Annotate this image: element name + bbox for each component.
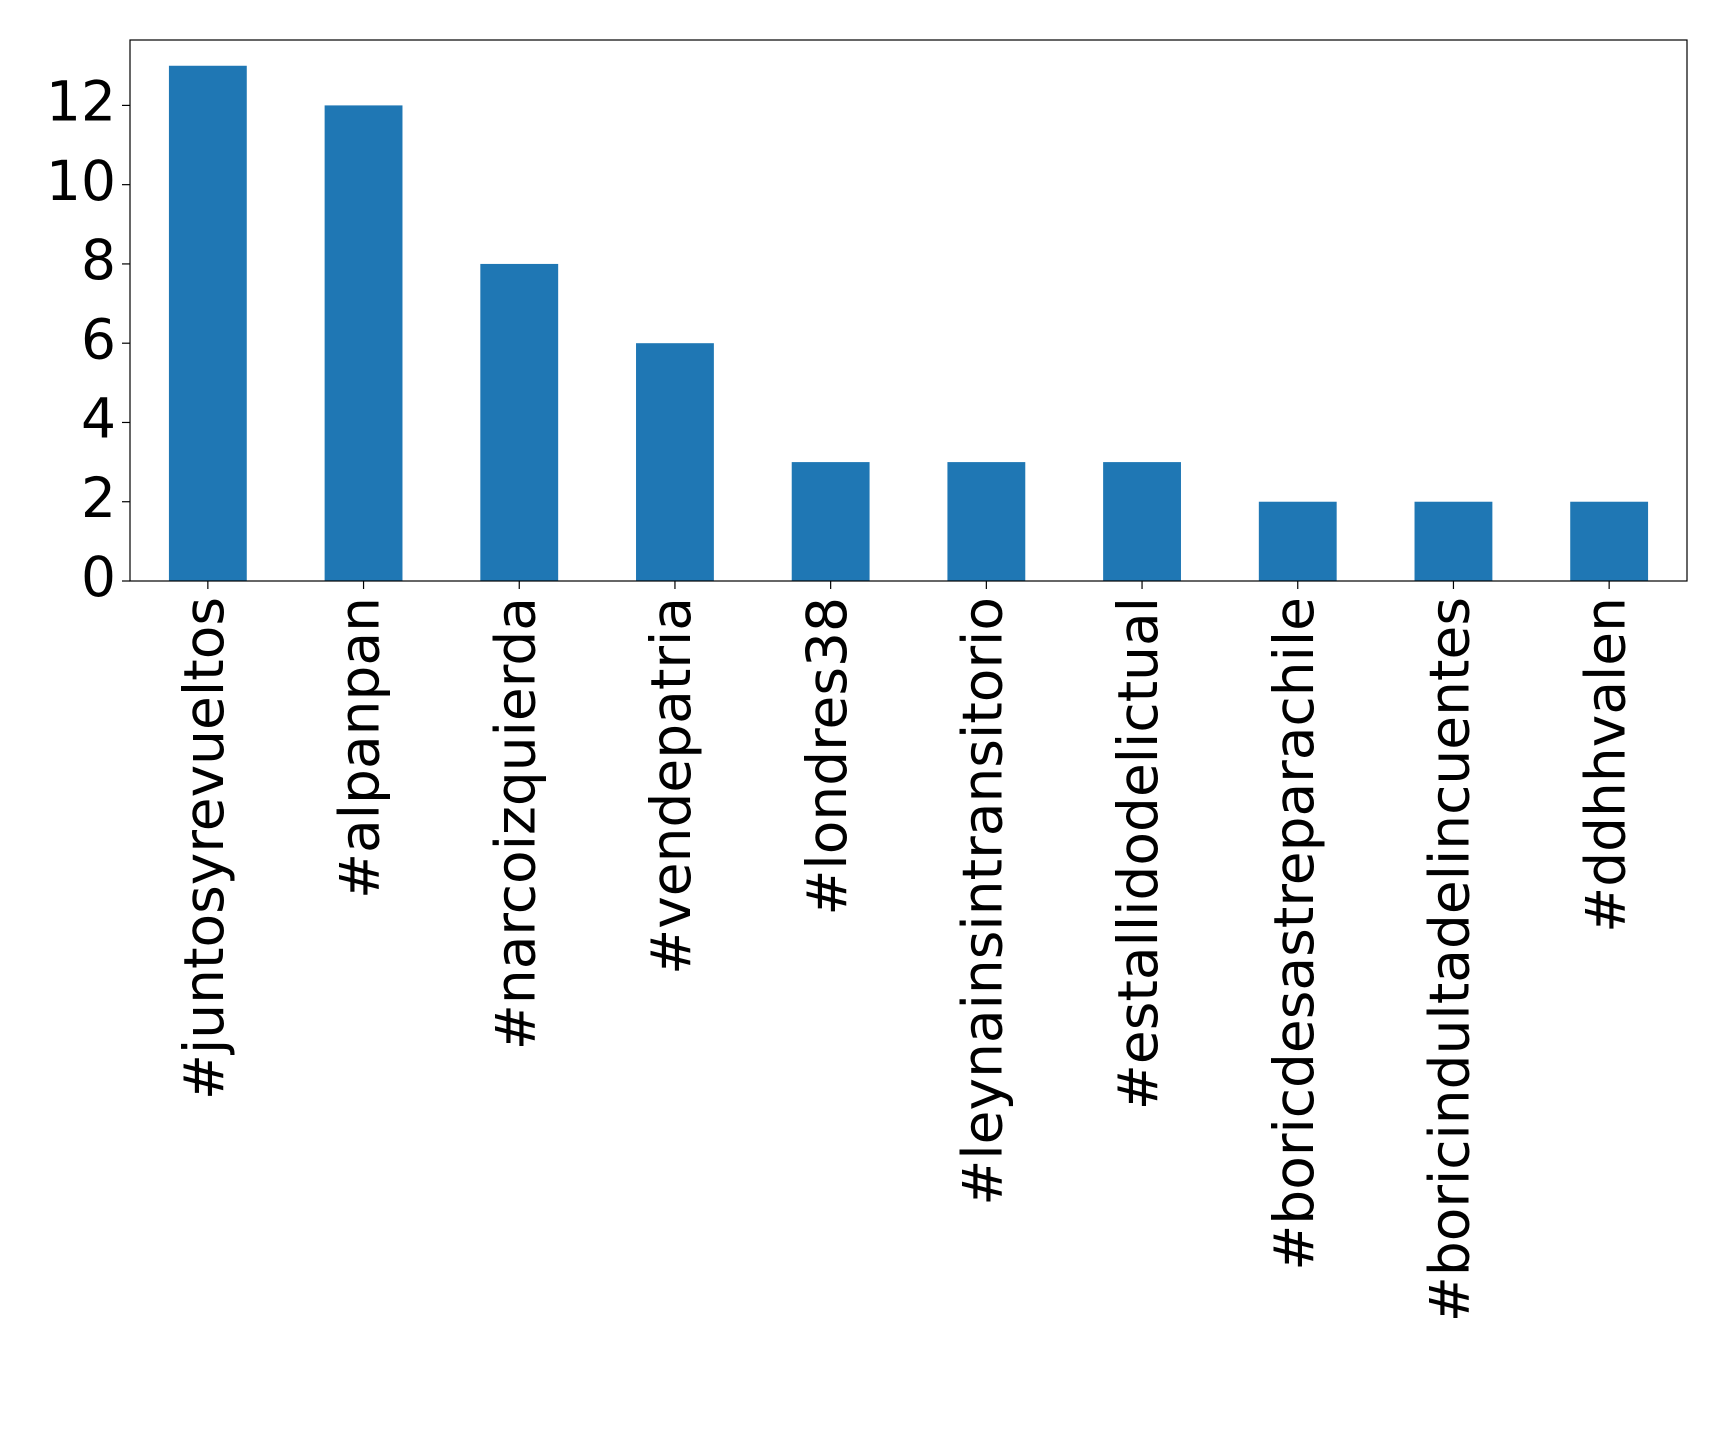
bar — [324, 105, 403, 582]
x-tick-label: #estallidodelictual — [1106, 597, 1170, 1110]
x-tick-label: #boricdesastreparachile — [1262, 597, 1326, 1271]
bar — [1414, 501, 1493, 581]
x-tick-label: #juntosyrevueltos — [172, 597, 236, 1100]
y-tick-label: 4 — [81, 387, 116, 451]
bar — [636, 343, 714, 581]
x-tick-label: #vendepatria — [639, 597, 703, 975]
bar — [168, 65, 247, 581]
x-tick-label: #alpanpan — [328, 597, 392, 899]
y-tick-label: 8 — [81, 228, 116, 292]
bar — [1570, 501, 1649, 581]
plot-frame — [129, 39, 1688, 582]
bar — [1103, 462, 1181, 581]
x-tick-label: #narcoizquierda — [483, 597, 547, 1050]
x-tick-label: #leynainsintransitorio — [950, 597, 1014, 1206]
y-tick-label: 2 — [81, 466, 116, 530]
bar — [947, 462, 1026, 581]
bar — [791, 462, 870, 581]
x-tick-label: #boricindultadelincuentes — [1418, 597, 1482, 1322]
y-tick-label: 0 — [81, 545, 116, 609]
x-tick-label: #ddhhvalen — [1573, 597, 1637, 933]
y-tick-label: 6 — [81, 307, 116, 371]
bar — [1258, 501, 1337, 581]
y-tick-label: 12 — [46, 70, 116, 134]
x-tick-label: #londres38 — [795, 597, 859, 916]
y-tick-label: 10 — [46, 149, 116, 213]
bar — [480, 263, 559, 581]
